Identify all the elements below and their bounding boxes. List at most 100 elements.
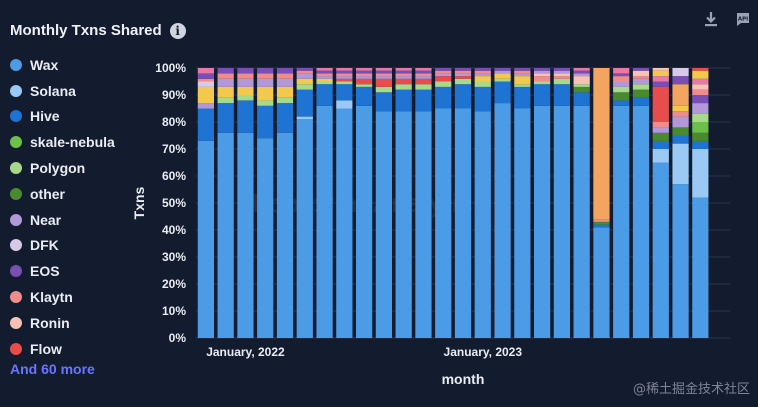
- bar-segment-eos: [632, 68, 650, 71]
- bar-segment-near: [336, 76, 353, 79]
- bar-segment-orange: [672, 84, 689, 106]
- legend-item-solana[interactable]: Solana: [10, 78, 115, 104]
- bar-segment-wax: [613, 105, 630, 338]
- bar-segment-yellow: [672, 105, 689, 112]
- x-tick-label: January, 2023: [444, 345, 523, 359]
- bar-segment-klaytn: [534, 76, 551, 82]
- bar-segment-orange: [593, 68, 610, 220]
- bar-segment-polygon: [257, 100, 274, 106]
- bar-segment-polygon: [632, 84, 650, 90]
- bar-segment-klaytn: [593, 219, 610, 222]
- bar-segment-near: [197, 103, 214, 109]
- bar-segment-near: [692, 103, 709, 114]
- legend-label: Flow: [30, 340, 62, 357]
- info-icon[interactable]: i: [169, 22, 186, 39]
- bar-segment-ronin: [692, 84, 709, 90]
- legend-item-polygon[interactable]: Polygon: [10, 155, 115, 181]
- bar-segment-wax: [553, 105, 570, 338]
- legend-label: Hive: [30, 108, 60, 125]
- bar-segment-hive: [415, 89, 432, 112]
- bar-segment-hive: [494, 81, 511, 104]
- bar-segment-polygon: [692, 113, 709, 122]
- bar-segment-wax: [652, 162, 669, 338]
- bar-segment-near: [237, 78, 254, 87]
- bar-segment-klaytn: [415, 73, 432, 77]
- bar-segment-eos: [316, 70, 333, 74]
- y-axis-title: Txns: [131, 186, 147, 219]
- bar-segment-klaytn: [217, 73, 234, 79]
- bar-segment-hive: [237, 100, 254, 133]
- bar-segment-klaytn: [356, 73, 373, 77]
- bar-segment-pink: [415, 68, 432, 71]
- bar-segment-other: [613, 92, 630, 101]
- bar-segment-yellow: [237, 86, 254, 95]
- legend-swatch: [10, 342, 22, 355]
- corner-watermark: @稀土掘金技术社区: [632, 382, 750, 397]
- legend: Wax Solana Hive skale-nebula Polygon other Nea…: [10, 52, 115, 362]
- bar-segment-ronin: [534, 73, 551, 77]
- bar-segment-wax: [296, 119, 313, 338]
- bar-segment-hive: [534, 84, 551, 106]
- legend-swatch: [10, 136, 22, 149]
- legend-item-dfk[interactable]: DFK: [10, 233, 115, 259]
- bar-segment-hive: [276, 103, 294, 133]
- legend-item-wax[interactable]: Wax: [10, 52, 115, 78]
- bar-segment-yellow: [474, 76, 491, 82]
- bar-segment-hive: [257, 105, 274, 139]
- bar-segment-yellow: [494, 73, 511, 79]
- bar-segment-klaytn: [197, 78, 214, 82]
- legend-item-skale-nebula[interactable]: skale-nebula: [10, 129, 115, 155]
- bar-segment-eos: [534, 68, 551, 71]
- bar-segment-eos: [237, 68, 254, 74]
- legend-swatch: [10, 291, 22, 304]
- bar-segment-polygon: [356, 84, 373, 87]
- bar-segment-hive: [632, 97, 650, 106]
- bar-segment-wax: [672, 184, 689, 338]
- bar-segment-solana: [296, 116, 313, 120]
- legend-label: Wax: [30, 56, 59, 73]
- legend-item-klaytn[interactable]: Klaytn: [10, 284, 115, 310]
- download-icon[interactable]: [702, 10, 720, 28]
- bar-segment-polygon: [375, 86, 392, 93]
- chart-header: Monthly Txns Shared i: [10, 22, 186, 39]
- legend-item-hive[interactable]: Hive: [10, 104, 115, 130]
- api-icon[interactable]: API: [734, 10, 752, 28]
- bar-segment-eos: [652, 81, 669, 87]
- legend-item-flow[interactable]: Flow: [10, 336, 115, 362]
- bar-segment-ronin: [652, 68, 669, 71]
- bar-segment-wax: [316, 105, 333, 338]
- legend-item-near[interactable]: Near: [10, 207, 115, 233]
- bar-segment-klaytn: [652, 122, 669, 128]
- bar-segment-polygon: [474, 81, 491, 87]
- bar-segment-eos: [672, 76, 689, 85]
- bar-segment-wax: [494, 103, 511, 338]
- bar-segment-flow: [336, 78, 353, 82]
- bar-segment-near: [257, 78, 274, 87]
- bar-segment-klaytn: [237, 73, 254, 79]
- bar-segment-near: [534, 70, 551, 74]
- bar-segment-yellow: [652, 70, 669, 77]
- bar-segment-eos: [573, 70, 590, 74]
- bar-segment-wax: [573, 105, 590, 338]
- bar-segment-flow: [356, 78, 373, 85]
- bar-segment-near: [217, 78, 234, 87]
- legend-label: skale-nebula: [30, 134, 115, 151]
- bar-segment-klaytn: [257, 73, 274, 79]
- bar-segment-pink: [375, 68, 392, 71]
- bar-segment-near: [672, 116, 689, 128]
- bar-segment-polygon: [336, 81, 353, 85]
- legend-item-ronin[interactable]: Ronin: [10, 310, 115, 336]
- legend-swatch: [10, 213, 22, 226]
- bar-segment-eos: [375, 70, 392, 74]
- bar-segment-klaytn: [454, 70, 472, 74]
- legend-swatch: [10, 316, 22, 329]
- y-tick-label: 80%: [162, 115, 186, 129]
- legend-more-link[interactable]: And 60 more: [10, 361, 95, 377]
- bar-segment-eos: [514, 68, 531, 71]
- bar-segment-eos: [296, 68, 313, 71]
- legend-item-eos[interactable]: EOS: [10, 258, 115, 284]
- bar-segment-polygon: [217, 97, 234, 104]
- bar-segment-eos: [435, 68, 452, 71]
- legend-item-other[interactable]: other: [10, 181, 115, 207]
- bar-segment-hive: [435, 86, 452, 109]
